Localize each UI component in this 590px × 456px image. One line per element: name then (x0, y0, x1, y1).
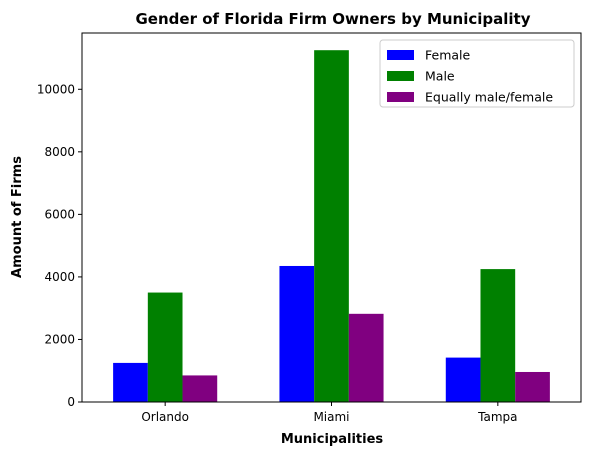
bar-miami-equally-male-female (348, 313, 384, 402)
legend-label: Male (425, 69, 455, 84)
legend-swatch (387, 92, 414, 102)
y-axis: 0 2000 4000 6000 8000 10000 (37, 82, 82, 409)
legend-box (379, 39, 575, 108)
bar-orlando-female (113, 362, 148, 402)
y-tick-label: 6000 (44, 207, 75, 221)
y-tick-label: 4000 (44, 270, 75, 284)
y-tick-label: 2000 (44, 332, 75, 346)
y-tick-label: 10000 (37, 82, 75, 96)
bar-orlando-equally-male-female (182, 375, 218, 402)
x-axis: Orlando Miami Tampa (141, 402, 518, 424)
x-tick-label: Orlando (141, 410, 189, 424)
y-tick-label: 0 (67, 395, 75, 409)
chart-title: Gender of Florida Firm Owners by Municip… (136, 10, 531, 28)
bar-miami-male (314, 50, 349, 402)
legend: Female Male Equally male/female (379, 39, 575, 108)
x-axis-label: Municipalities (281, 432, 384, 447)
bar-tampa-female (445, 357, 481, 402)
legend-swatch (387, 50, 414, 60)
legend-swatch (387, 71, 414, 81)
y-axis-label: Amount of Firms (10, 156, 25, 278)
bar-tampa-equally-male-female (515, 371, 550, 402)
legend-label: Equally male/female (425, 90, 553, 105)
y-tick-label: 8000 (44, 145, 75, 159)
bar-orlando-male (147, 292, 183, 402)
x-tick-label: Tampa (477, 410, 517, 424)
x-tick-label: Miami (313, 410, 349, 424)
bars-group (113, 50, 550, 402)
bar-tampa-male (480, 269, 516, 402)
bar-miami-female (279, 265, 315, 402)
legend-label: Female (425, 48, 471, 63)
